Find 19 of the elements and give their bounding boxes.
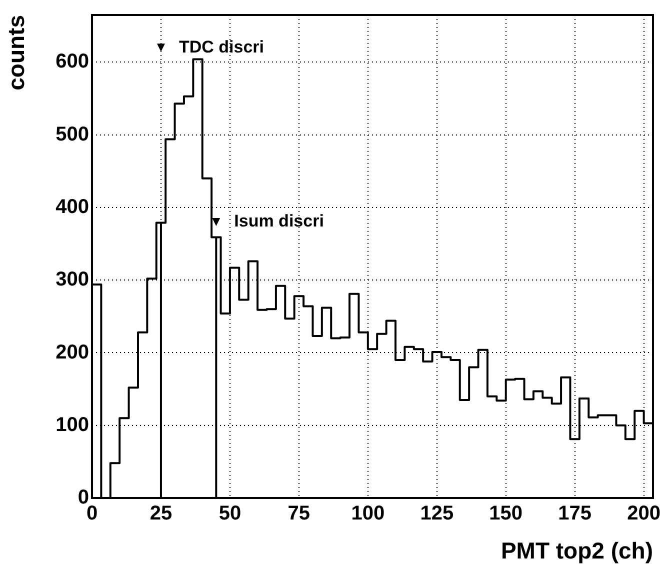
y-axis-title: counts (3, 15, 30, 90)
y-tick-label: 400 (56, 196, 89, 218)
y-tick-label: 0 (78, 486, 89, 509)
y-tick-label: 200 (56, 341, 89, 364)
x-tick-label: 175 (558, 502, 592, 525)
annotation: Isum discri (234, 212, 324, 231)
annotation: TDC discri (178, 37, 264, 56)
y-tick-label: 300 (56, 268, 89, 291)
x-tick-label: 200 (627, 502, 660, 525)
x-tick-label: 150 (489, 502, 523, 525)
y-tick-label: 600 (56, 50, 89, 73)
x-tick-label: 25 (150, 502, 172, 525)
x-axis-title: PMT top2 (ch) (500, 538, 653, 564)
x-tick-label: 100 (351, 502, 385, 525)
y-tick-label: 100 (56, 414, 89, 436)
x-tick-label: 125 (420, 502, 454, 525)
x-tick-label: 75 (288, 502, 310, 525)
x-tick-label: 50 (218, 502, 242, 525)
y-tick-label: 500 (56, 123, 89, 146)
